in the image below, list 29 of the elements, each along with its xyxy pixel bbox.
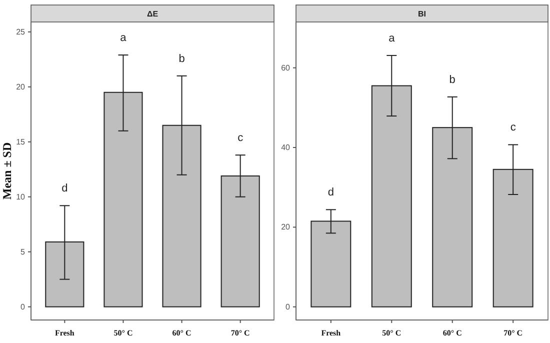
annotation: b bbox=[449, 74, 456, 86]
y-tick-label: 40 bbox=[281, 143, 291, 152]
y-axis-title: Mean ± SD bbox=[0, 142, 14, 200]
x-tick-label: 50° C bbox=[114, 328, 133, 338]
annotation: a bbox=[388, 32, 396, 44]
annotation: d bbox=[328, 186, 334, 199]
y-tick-label: 20 bbox=[16, 82, 26, 92]
annotation: d bbox=[62, 182, 68, 195]
y-tick-label: 60 bbox=[281, 63, 291, 72]
x-tick-label: 50° C bbox=[382, 328, 402, 338]
x-tick-label: 60° C bbox=[172, 328, 192, 338]
y-tick-label: 5 bbox=[20, 247, 26, 256]
y-tick-label: 10 bbox=[16, 192, 26, 202]
y-tick-label: 0 bbox=[286, 302, 291, 312]
annotation: c bbox=[510, 122, 516, 134]
annotation: b bbox=[178, 52, 185, 65]
x-tick-label: Fresh bbox=[54, 328, 75, 338]
y-tick-label: 0 bbox=[20, 302, 26, 312]
annotation: c bbox=[238, 132, 244, 144]
annotation: a bbox=[120, 32, 128, 44]
y-tick-label: 15 bbox=[16, 137, 26, 146]
x-tick-label: 60° C bbox=[442, 328, 462, 338]
chart-title: ΔE bbox=[146, 10, 159, 18]
x-tick-label: Fresh bbox=[321, 328, 342, 338]
x-tick-label: 70° C bbox=[230, 328, 250, 338]
y-tick-label: 20 bbox=[281, 222, 291, 232]
chart-title: BI bbox=[418, 10, 426, 18]
x-tick-label: 70° C bbox=[504, 328, 523, 338]
y-tick-label: 25 bbox=[16, 27, 26, 36]
